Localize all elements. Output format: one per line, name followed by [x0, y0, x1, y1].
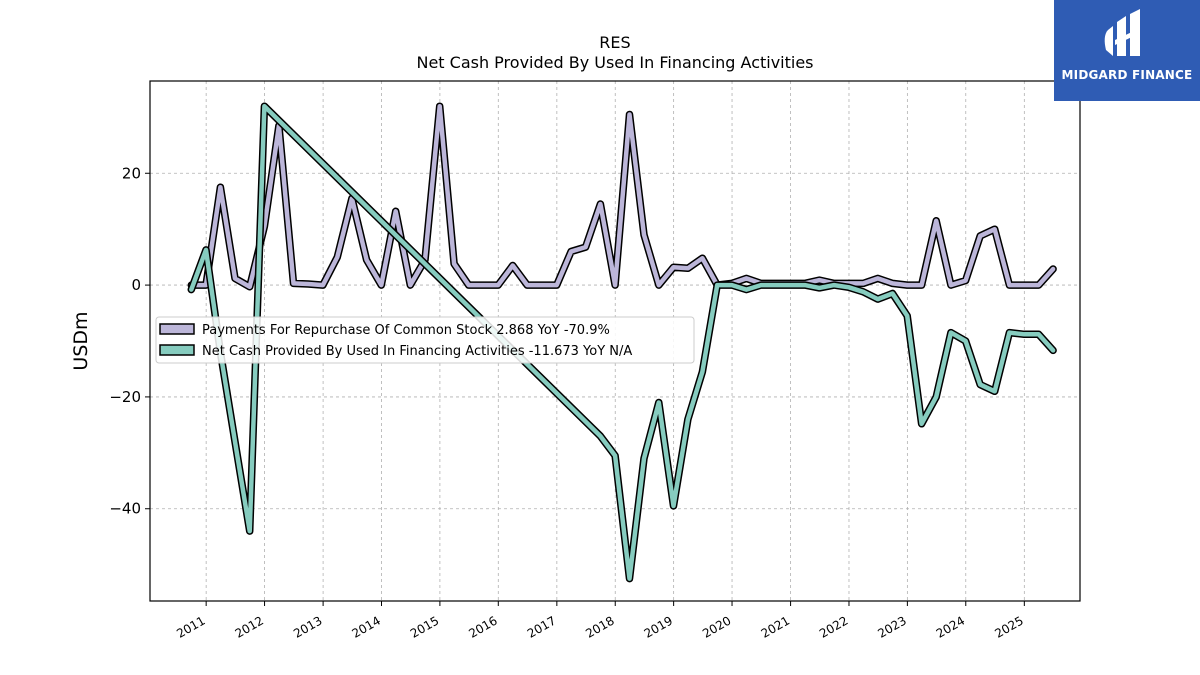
- brand-mark-icon: [1104, 9, 1140, 56]
- x-tick-label: 2024: [934, 613, 967, 640]
- x-tick-label: 2023: [875, 613, 908, 640]
- brand-logo: MIDGARD FINANCE: [1054, 0, 1200, 101]
- x-tick-label: 2013: [291, 613, 324, 640]
- legend-swatch-2: [159, 344, 195, 356]
- legend-box: [155, 316, 695, 364]
- y-tick-label: −20: [109, 388, 141, 406]
- x-tick-label: 2018: [583, 613, 616, 640]
- x-tick-label: 2011: [174, 613, 207, 640]
- legend-label-1: Payments For Repurchase Of Common Stock …: [202, 323, 610, 338]
- x-axis: 2011 2012 2013 2014 2015 2016 2017 2018 2019 2020…: [174, 601, 1026, 641]
- legend: Payments For Repurchase Of Common Stock …: [155, 316, 695, 364]
- x-tick-label: 2022: [817, 613, 850, 640]
- x-tick-label: 2015: [408, 613, 441, 640]
- x-tick-label: 2016: [466, 613, 499, 640]
- y-tick-label: 20: [122, 164, 141, 182]
- x-tick-label: 2025: [992, 613, 1025, 640]
- x-tick-label: 2020: [700, 613, 733, 640]
- x-tick-label: 2021: [759, 613, 792, 640]
- y-tick-label: −40: [109, 500, 141, 518]
- y-axis: 20 0 −20 −40: [109, 164, 150, 518]
- legend-swatch-1: [159, 323, 195, 335]
- x-tick-label: 2017: [525, 613, 558, 640]
- brand-name: MIDGARD FINANCE: [1061, 68, 1193, 82]
- chart-title: RES: [599, 33, 630, 52]
- series-lines: [187, 102, 1057, 583]
- y-tick-label: 0: [131, 276, 141, 294]
- x-tick-label: 2019: [642, 613, 675, 640]
- x-tick-label: 2012: [233, 613, 266, 640]
- series-line-1: [189, 103, 1056, 290]
- legend-label-2: Net Cash Provided By Used In Financing A…: [202, 344, 632, 359]
- series-line-2: [189, 103, 1056, 581]
- y-axis-label: USDm: [70, 311, 92, 370]
- chart-subtitle: Net Cash Provided By Used In Financing A…: [416, 53, 813, 72]
- x-tick-label: 2014: [350, 613, 383, 640]
